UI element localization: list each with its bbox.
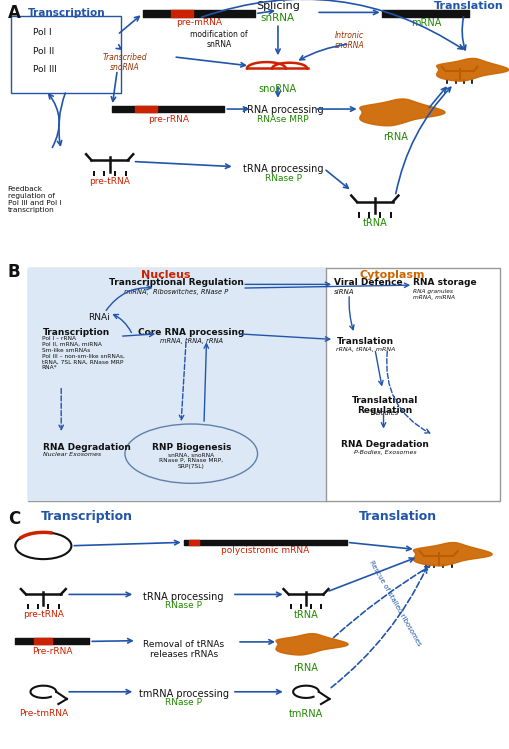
- Polygon shape: [275, 634, 347, 655]
- Text: mRNA: mRNA: [410, 18, 440, 28]
- Text: polycistronic mRNA: polycistronic mRNA: [220, 546, 309, 555]
- Text: RNase P: RNase P: [165, 601, 202, 610]
- Text: tRNA: tRNA: [362, 219, 386, 228]
- Text: snRNA: snRNA: [261, 13, 294, 23]
- Text: RNA storage: RNA storage: [412, 278, 476, 287]
- Text: RNase P: RNase P: [165, 698, 202, 707]
- Text: RNA granules
mRNA, miRNA: RNA granules mRNA, miRNA: [412, 289, 454, 300]
- Text: RNAi: RNAi: [89, 313, 110, 322]
- Text: snoRNA: snoRNA: [259, 84, 296, 94]
- Polygon shape: [413, 542, 491, 566]
- Text: pre-tRNA: pre-tRNA: [23, 610, 64, 619]
- Text: Viral Defence: Viral Defence: [333, 278, 402, 287]
- Text: Translational
Regulation: Translational Regulation: [351, 395, 417, 415]
- Text: Cytoplasm: Cytoplasm: [359, 270, 425, 279]
- Text: Translation: Translation: [336, 338, 393, 347]
- Text: mRNA, tRNA, rRNA: mRNA, tRNA, rRNA: [159, 338, 222, 344]
- Text: Rescue of stalled ribosomes: Rescue of stalled ribosomes: [367, 560, 421, 646]
- Text: Feedback
regulation of
Pol III and Pol I
transcription: Feedback regulation of Pol III and Pol I…: [8, 186, 61, 213]
- Text: miRNA,  Riboswitches, RNase P: miRNA, Riboswitches, RNase P: [124, 289, 228, 295]
- Text: Core RNA processing: Core RNA processing: [138, 327, 244, 336]
- Text: tmRNA processing: tmRNA processing: [138, 689, 228, 700]
- Text: Transcriptional Regulation: Transcriptional Regulation: [108, 278, 243, 287]
- Text: Nucleus: Nucleus: [140, 270, 190, 279]
- Text: pre-rRNA: pre-rRNA: [148, 115, 188, 124]
- Text: RNA Degradation: RNA Degradation: [341, 440, 428, 449]
- Text: RNAse MRP: RNAse MRP: [257, 115, 308, 124]
- Text: B: B: [8, 264, 20, 282]
- Text: rRNA, tRNA, mRNA: rRNA, tRNA, mRNA: [335, 348, 394, 352]
- Text: Translation: Translation: [434, 1, 503, 11]
- Text: A: A: [8, 4, 20, 22]
- Text: RNP Biogenesis: RNP Biogenesis: [151, 443, 231, 452]
- Text: Pre-rRNA: Pre-rRNA: [32, 647, 73, 656]
- Text: P-Bodies, Exosomes: P-Bodies, Exosomes: [353, 450, 415, 455]
- Text: Nuclear Exosomes: Nuclear Exosomes: [43, 452, 101, 458]
- Text: P-Bodies: P-Bodies: [370, 410, 399, 416]
- Polygon shape: [436, 58, 508, 81]
- Text: tRNA processing: tRNA processing: [242, 164, 323, 174]
- Text: rRNA: rRNA: [382, 132, 407, 142]
- Text: Transcription: Transcription: [28, 7, 105, 18]
- Text: Transcription: Transcription: [43, 327, 110, 336]
- Text: RNase P: RNase P: [264, 175, 301, 184]
- Text: tRNA processing: tRNA processing: [143, 592, 223, 602]
- Text: Splicing: Splicing: [256, 1, 299, 11]
- Text: Intronic
snoRNA: Intronic snoRNA: [334, 31, 363, 50]
- Text: RNA Degradation: RNA Degradation: [43, 443, 131, 452]
- Text: rRNA: rRNA: [293, 663, 318, 673]
- FancyBboxPatch shape: [28, 268, 326, 500]
- Polygon shape: [359, 99, 444, 126]
- Text: Pol I: Pol I: [33, 28, 52, 37]
- Text: siRNA: siRNA: [333, 289, 354, 295]
- Text: Removal of tRNAs
releases rRNAs: Removal of tRNAs releases rRNAs: [143, 640, 224, 659]
- Text: tRNA: tRNA: [293, 610, 318, 620]
- Text: Pol I – rRNA
Pol II, mRNA, miRNA
Sm-like smRNAs
Pol III – non-sm-like snRNAs,
tR: Pol I – rRNA Pol II, mRNA, miRNA Sm-like…: [42, 336, 125, 370]
- Text: pre-tRNA: pre-tRNA: [89, 177, 130, 186]
- Text: Transcription: Transcription: [41, 511, 132, 524]
- Text: Translation: Translation: [358, 511, 436, 524]
- Text: C: C: [8, 511, 20, 529]
- Text: Pol III: Pol III: [33, 64, 57, 73]
- Text: Pre-tmRNA: Pre-tmRNA: [19, 709, 68, 718]
- Text: snRNA, snoRNA
RNase P, RNase MRP,
SRP(7SL): snRNA, snoRNA RNase P, RNase MRP, SRP(7S…: [159, 452, 223, 469]
- Text: rRNA processing: rRNA processing: [242, 105, 323, 115]
- Text: tmRNA: tmRNA: [288, 709, 323, 719]
- Text: Transcribed
snoRNA: Transcribed snoRNA: [102, 53, 147, 73]
- Text: modification of
snRNA: modification of snRNA: [190, 30, 247, 49]
- Text: Pol II: Pol II: [33, 46, 54, 55]
- Text: pre-mRNA: pre-mRNA: [176, 18, 221, 27]
